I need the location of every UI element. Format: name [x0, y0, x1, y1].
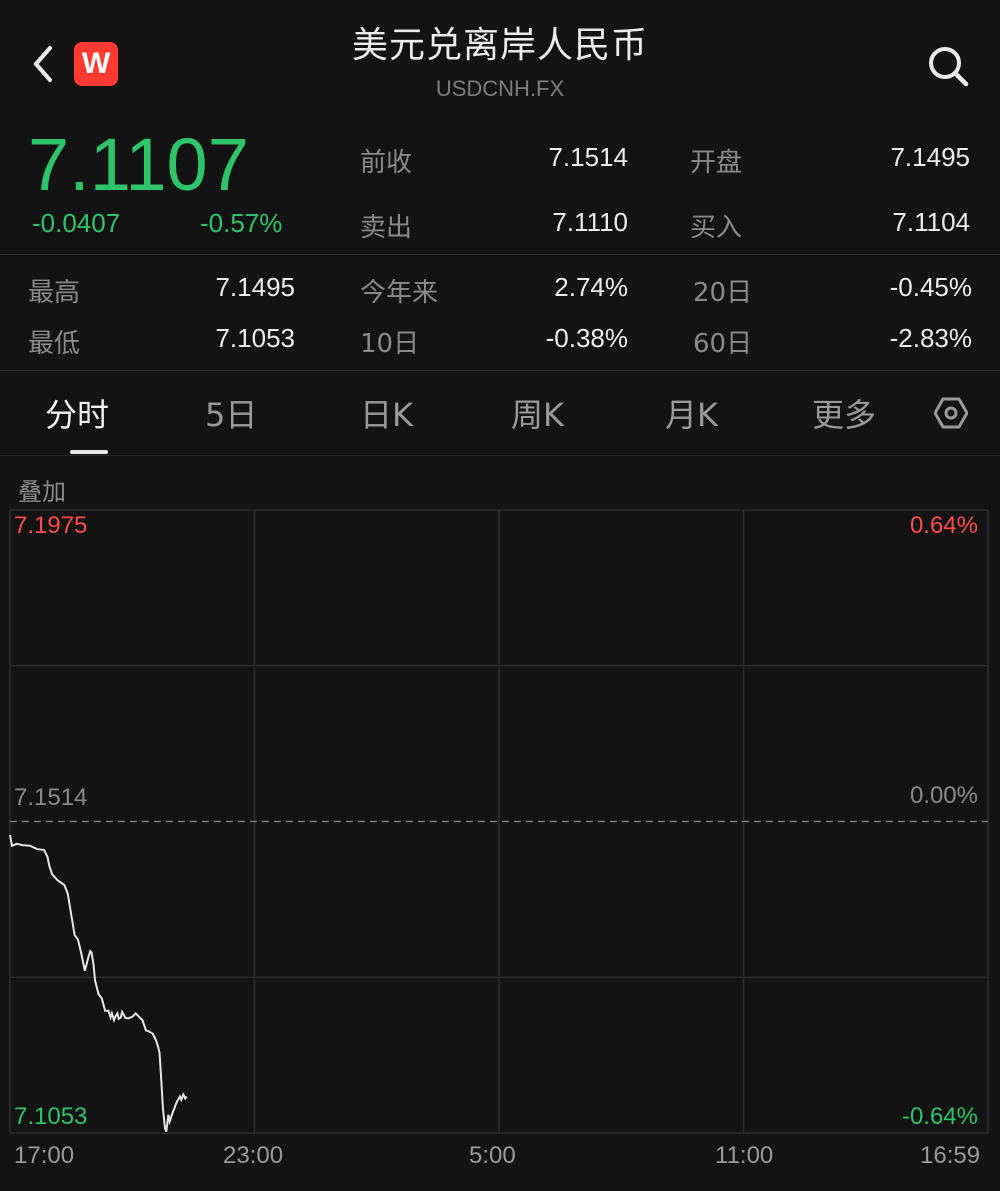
d60-value: -2.83% — [889, 323, 972, 353]
ytd-label: 今年来 — [360, 278, 439, 308]
symbol-code: USDCNH.FX — [435, 76, 565, 101]
ask-label: 卖出 — [360, 213, 413, 243]
divider — [0, 455, 1000, 456]
d20-label: 20日 — [693, 278, 753, 308]
active-tab-indicator — [70, 450, 108, 454]
d60-label: 60日 — [693, 329, 753, 359]
bid-value: 7.1104 — [892, 207, 970, 237]
pct-bottom-label: -0.64% — [901, 1103, 978, 1130]
prev-close-value: 7.1514 — [548, 142, 628, 172]
app-logo[interactable]: W — [74, 42, 118, 86]
pct-mid-label: 0.00% — [909, 782, 978, 809]
divider — [0, 370, 1000, 371]
d10-label: 10日 — [360, 329, 420, 359]
last-price: 7.1107 — [28, 123, 249, 206]
y-mid-label: 7.1514 — [14, 784, 88, 811]
x-tick-label: 16:59 — [920, 1142, 981, 1169]
chevron-left-icon — [34, 46, 52, 82]
search-button[interactable] — [924, 42, 972, 90]
chart-settings-button[interactable] — [933, 396, 969, 430]
ask-value: 7.1110 — [552, 207, 628, 237]
x-tick-label: 5:00 — [469, 1142, 516, 1169]
tab-weekly-k[interactable]: 周K — [511, 396, 564, 434]
back-button[interactable] — [26, 42, 62, 86]
tab-monthly-k[interactable]: 月K — [665, 396, 718, 434]
divider — [0, 254, 1000, 255]
y-top-label: 7.1975 — [14, 512, 88, 539]
overlay-button[interactable]: 叠加 — [18, 478, 66, 506]
ytd-value: 2.74% — [554, 272, 628, 302]
tab-more[interactable]: 更多 — [812, 396, 877, 434]
price-change-percent: -0.57% — [200, 208, 283, 238]
d20-value: -0.45% — [889, 272, 972, 302]
tab-daily-k[interactable]: 日K — [360, 396, 413, 434]
open-value: 7.1495 — [890, 142, 970, 172]
high-label: 最高 — [28, 278, 81, 308]
page-title: 美元兑离岸人民币 — [351, 25, 648, 66]
price-change: -0.0407 — [32, 208, 121, 238]
bid-label: 买入 — [690, 213, 743, 243]
x-tick-label: 17:00 — [14, 1142, 75, 1169]
low-label: 最低 — [28, 329, 81, 359]
low-value: 7.1053 — [215, 323, 295, 353]
hexagon-settings-icon — [933, 397, 969, 429]
y-bottom-label: 7.1053 — [14, 1103, 88, 1130]
x-tick-label: 23:00 — [223, 1142, 284, 1169]
search-icon — [929, 47, 969, 87]
high-value: 7.1495 — [215, 272, 295, 302]
d10-value: -0.38% — [545, 323, 628, 353]
tab-intraday[interactable]: 分时 — [45, 396, 110, 434]
prev-close-label: 前收 — [360, 148, 413, 178]
x-tick-label: 11:00 — [715, 1142, 774, 1169]
open-label: 开盘 — [690, 148, 743, 178]
tab-5-day[interactable]: 5日 — [205, 396, 258, 434]
pct-top-label: 0.64% — [909, 512, 978, 539]
price-line — [9, 834, 188, 1132]
